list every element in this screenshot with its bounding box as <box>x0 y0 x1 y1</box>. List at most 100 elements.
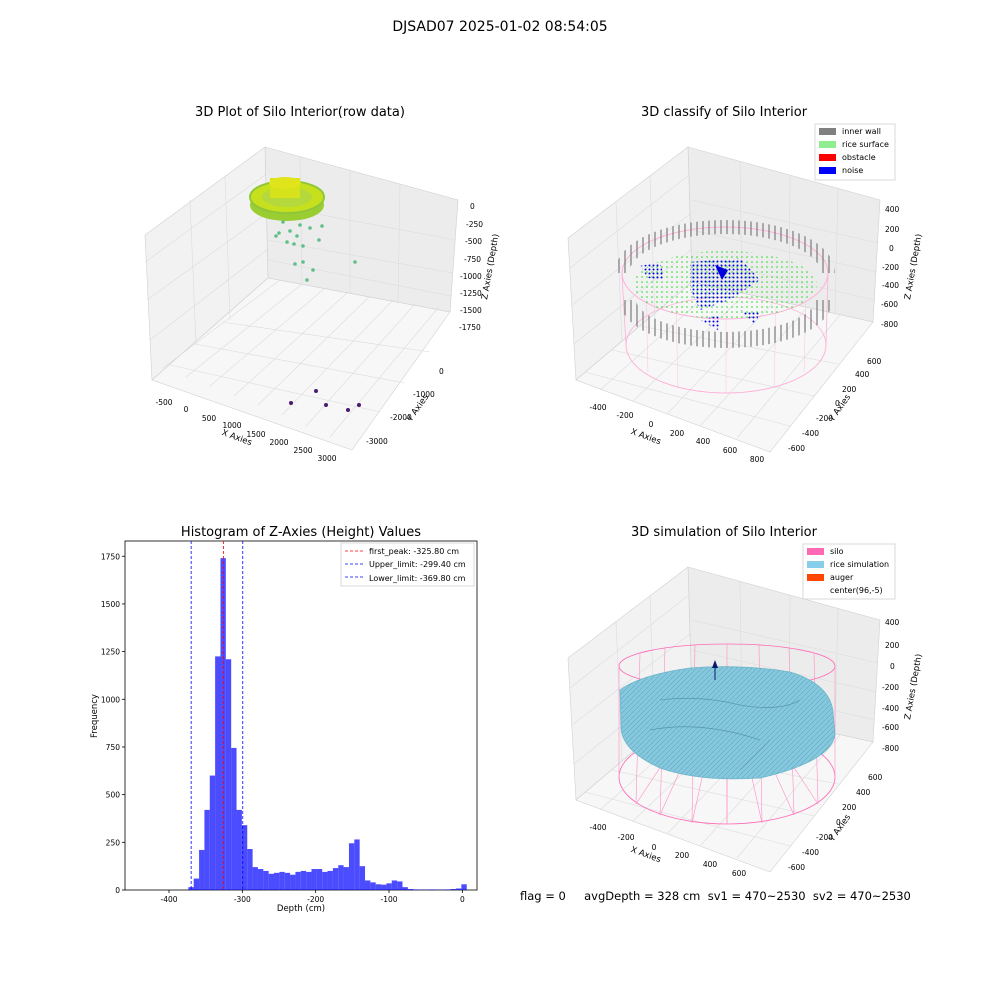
panel-simulation-3d: 3D simulation of Silo Interior <box>567 525 925 878</box>
histogram-bar <box>375 884 382 890</box>
axis-z: 400 200 0 -200 -400 -600 -800 Z Axies (D… <box>881 205 925 329</box>
x-tick: 200 <box>675 851 690 860</box>
y-tick: 400 <box>856 788 871 797</box>
histogram-bar <box>370 882 376 890</box>
z-tick: -800 <box>881 320 898 329</box>
x-tick: 600 <box>732 869 747 878</box>
x-tick: 400 <box>696 437 711 446</box>
z-tick: -750 <box>464 255 481 264</box>
z-tick: 200 <box>885 225 900 234</box>
histogram-bar <box>391 880 398 890</box>
x-tick: -400 <box>589 823 606 832</box>
z-tick: -200 <box>882 263 899 272</box>
raw-point-cloud <box>249 177 361 412</box>
histogram-bars <box>188 558 467 890</box>
legend-swatch-inner-wall <box>819 128 836 135</box>
z-tick: -1500 <box>460 306 482 315</box>
histogram-bar <box>348 843 355 890</box>
legend-label: rice simulation <box>830 560 889 569</box>
histogram-bar <box>204 809 210 890</box>
y-axis-ticks: 0 250 500 750 1000 1250 1500 1750 <box>101 552 125 895</box>
z-tick: -600 <box>882 723 899 732</box>
y-tick: 200 <box>842 385 857 394</box>
histogram-bar <box>445 889 451 890</box>
z-tick: 0 <box>889 244 894 253</box>
legend-swatch-obstacle <box>819 154 836 161</box>
axis-z: 0 -250 -500 -750 -1000 -1250 -1500 -1750… <box>459 202 502 332</box>
z-tick: -1250 <box>460 289 482 298</box>
chart-title: 3D Plot of Silo Interior(row data) <box>195 105 405 120</box>
y-tick: 0 <box>439 367 444 376</box>
legend-label: auger <box>830 573 854 582</box>
status-footer: flag = 0 avgDepth = 328 cm sv1 = 470~253… <box>520 889 911 903</box>
histogram-bar <box>338 865 344 890</box>
x-tick-label: -400 <box>160 895 177 904</box>
figure-title: DJSAD07 2025-01-02 08:54:05 <box>392 19 607 35</box>
x-tick: 500 <box>202 414 217 423</box>
histogram-bar <box>268 873 275 890</box>
silo-cylinder <box>615 220 835 394</box>
histogram-bar <box>236 809 242 890</box>
y-tick: -400 <box>802 429 819 438</box>
histogram-bar <box>220 558 226 890</box>
y-tick: -2000 <box>390 413 412 422</box>
x-tick: -200 <box>617 833 634 842</box>
x-tick-label: 0 <box>460 895 465 904</box>
silo-wireframe <box>618 643 836 825</box>
auger-marker <box>712 660 718 668</box>
y-tick-label: 1500 <box>101 600 120 609</box>
legend-label: Upper_limit: -299.40 cm <box>369 560 466 569</box>
y-tick-label: 1000 <box>101 695 120 704</box>
panel-classify-3d: 3D classify of Silo Interior <box>567 105 925 464</box>
histogram-bar <box>450 889 457 890</box>
y-tick-label: 250 <box>106 838 121 847</box>
z-axis-label: Z Axies (Depth) <box>480 233 501 300</box>
x-tick: -400 <box>589 403 606 412</box>
x-tick: -500 <box>155 398 172 407</box>
axis-z: 400 200 0 -200 -400 -600 -800 Z Axies (D… <box>882 618 925 753</box>
legend-label: noise <box>842 166 863 175</box>
y-tick-label: 500 <box>106 791 121 800</box>
legend-swatch-rice-simulation <box>807 561 824 568</box>
legend-label: obstacle <box>842 153 876 162</box>
z-axis-label: Z Axies (Depth) <box>903 653 924 720</box>
legend-label: center(96,-5) <box>830 586 883 595</box>
y-tick-label: 750 <box>106 743 121 752</box>
z-tick: -400 <box>882 281 899 290</box>
y-tick: 0 <box>836 818 841 827</box>
histogram-bar <box>316 869 323 890</box>
histogram-bar <box>359 866 366 890</box>
x-tick: 200 <box>670 429 685 438</box>
y-tick: 600 <box>868 773 883 782</box>
histogram-bar <box>397 881 403 890</box>
x-tick: -200 <box>616 411 633 420</box>
histogram-bar <box>332 868 339 890</box>
legend: first_peak: -325.80 cm Upper_limit: -299… <box>340 542 475 587</box>
histogram-bar <box>300 870 307 890</box>
legend-label: first_peak: -325.80 cm <box>369 547 459 556</box>
histogram-bar <box>407 889 414 890</box>
x-axis-label: X Axies <box>629 845 662 865</box>
y-tick: -1000 <box>413 390 435 399</box>
x-axis-label: Depth (cm) <box>277 904 325 914</box>
chart-title: 3D simulation of Silo Interior <box>631 525 818 540</box>
z-tick: 400 <box>885 205 900 214</box>
legend-swatch-center <box>807 587 824 594</box>
legend-label: rice surface <box>842 140 889 149</box>
histogram-bar <box>247 848 253 890</box>
histogram-bar <box>193 878 200 890</box>
histogram-bar <box>461 884 467 890</box>
histogram-bar <box>322 871 328 890</box>
histogram-bar <box>231 747 237 890</box>
histogram-bar <box>429 889 435 890</box>
reference-lines <box>190 541 244 890</box>
chart-title: Histogram of Z-Axies (Height) Values <box>181 525 421 540</box>
histogram-bar <box>343 867 349 890</box>
plot-area <box>124 540 478 891</box>
chart-title: 3D classify of Silo Interior <box>641 105 808 120</box>
histogram-bar <box>215 656 221 890</box>
y-tick: 0 <box>835 399 840 408</box>
histogram-bar <box>413 889 419 890</box>
legend-label: silo <box>830 547 844 556</box>
